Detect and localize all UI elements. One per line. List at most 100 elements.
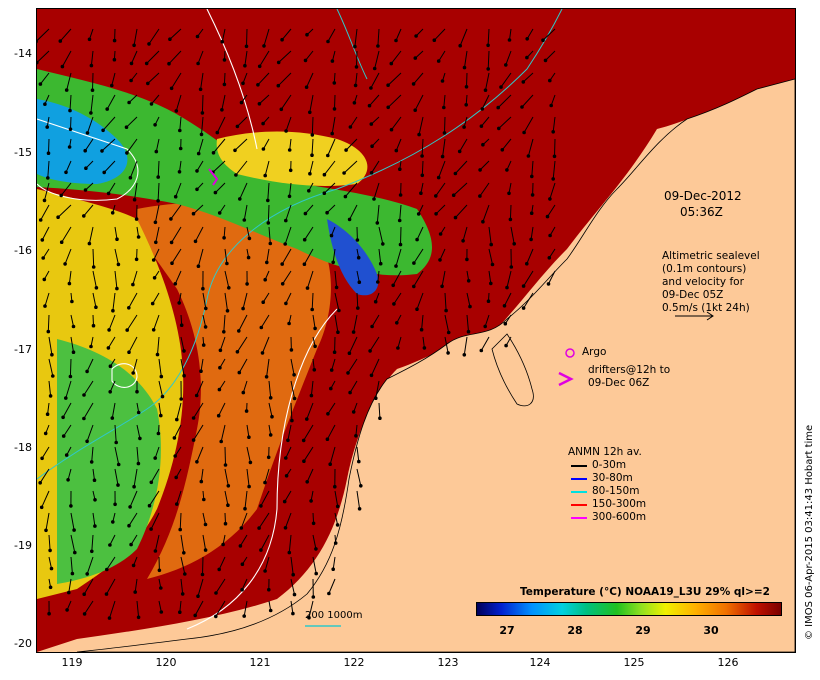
velocity-arrow [242, 292, 248, 309]
velocity-arrow [459, 28, 468, 46]
velocity-arrow-head [282, 499, 287, 504]
velocity-arrow-head [196, 264, 201, 269]
velocity-arrow [416, 226, 424, 240]
velocity-arrow-head [331, 260, 336, 265]
velocity-arrow [285, 204, 292, 221]
velocity-arrow [90, 50, 94, 66]
velocity-arrow [246, 446, 251, 463]
velocity-arrow [64, 248, 72, 265]
velocity-arrow-head [509, 265, 514, 269]
velocity-arrow [83, 402, 94, 419]
velocity-arrow [435, 182, 446, 197]
velocity-arrow-head [235, 124, 240, 129]
time-label: 05:36Z [680, 205, 723, 219]
velocity-arrow-head [521, 306, 526, 310]
velocity-arrow-head [169, 217, 173, 221]
velocity-arrow-head [287, 194, 292, 199]
velocity-arrow-head [440, 154, 445, 159]
velocity-arrow-head [305, 417, 309, 421]
velocity-arrow-head [398, 193, 403, 197]
velocity-arrow [281, 248, 292, 265]
velocity-arrow [158, 600, 162, 613]
velocity-arrow-head [136, 461, 141, 466]
velocity-arrow-head [108, 364, 113, 369]
velocity-arrow-head [42, 277, 47, 282]
velocity-arrow-head [237, 329, 241, 333]
velocity-arrow [63, 424, 72, 437]
velocity-arrow [193, 204, 204, 215]
velocity-arrow [180, 336, 185, 352]
velocity-arrow [83, 204, 94, 217]
velocity-arrow-head [334, 285, 339, 290]
velocity-arrow [306, 402, 314, 420]
velocity-arrow-head [326, 153, 330, 158]
velocity-arrow [305, 50, 314, 61]
velocity-arrow [400, 226, 402, 245]
velocity-arrow [289, 182, 292, 197]
velocity-arrow [197, 248, 204, 267]
velocity-arrow-head [245, 282, 249, 286]
sealevel-eddy [111, 363, 138, 388]
velocity-arrow-head [85, 369, 89, 374]
velocity-arrow-head [82, 592, 87, 597]
velocity-arrow-head [150, 301, 155, 306]
velocity-arrow-head [71, 350, 76, 355]
velocity-arrow [466, 314, 469, 332]
velocity-arrow [464, 50, 468, 68]
sst-map[interactable] [36, 8, 796, 653]
velocity-arrow-head [112, 38, 117, 43]
velocity-arrow [149, 490, 160, 506]
velocity-arrow [111, 72, 116, 86]
velocity-arrow [547, 204, 556, 217]
velocity-arrow-head [199, 479, 204, 484]
velocity-arrow-head [333, 541, 338, 545]
velocity-arrow-head [507, 38, 512, 42]
velocity-arrow-head [155, 352, 160, 357]
velocity-arrow-head [329, 233, 334, 238]
velocity-arrow-head [146, 81, 150, 86]
velocity-arrow [202, 512, 206, 525]
velocity-arrow-head [89, 460, 94, 464]
velocity-arrow [550, 94, 556, 106]
velocity-arrow-head [530, 193, 535, 197]
velocity-arrow-head [89, 63, 94, 68]
velocity-arrow-head [462, 125, 466, 129]
velocity-arrow [455, 160, 468, 174]
velocity-arrow [101, 138, 116, 152]
velocity-arrow [347, 358, 358, 374]
velocity-arrow [128, 512, 138, 526]
drifter-track [208, 168, 219, 186]
velocity-arrow-head [115, 237, 119, 241]
velocity-arrow [69, 94, 72, 111]
velocity-arrow [180, 578, 184, 594]
velocity-arrow [506, 270, 512, 288]
velocity-arrow-head [196, 151, 201, 156]
velocity-arrow-head [279, 107, 284, 112]
velocity-arrow-head [108, 543, 112, 547]
velocity-arrow [237, 116, 248, 127]
velocity-arrow-head [287, 148, 292, 152]
velocity-arrow [131, 50, 138, 64]
velocity-arrow [59, 28, 72, 42]
velocity-arrow-head [43, 431, 48, 436]
velocity-arrow [327, 28, 336, 42]
velocity-arrow [234, 138, 248, 151]
velocity-arrow [393, 292, 402, 305]
velocity-arrow-head [284, 218, 288, 223]
velocity-arrow [57, 204, 72, 218]
velocity-arrow-head [67, 145, 72, 149]
velocity-arrow-head [398, 167, 402, 171]
velocity-arrow-head [238, 197, 242, 201]
legend-item-3: 150-300m [592, 498, 647, 510]
velocity-arrow-head [64, 396, 68, 400]
velocity-arrow [488, 270, 492, 284]
velocity-arrow [332, 248, 336, 263]
lon-label-119: 119 [61, 656, 83, 669]
velocity-arrow-head [104, 592, 109, 596]
velocity-arrow-head [93, 524, 97, 528]
velocity-arrow-head [43, 102, 47, 106]
velocity-arrow-head [268, 396, 273, 400]
velocity-arrow [215, 578, 226, 594]
velocity-arrow-head [149, 102, 154, 106]
velocity-arrow [323, 182, 336, 194]
